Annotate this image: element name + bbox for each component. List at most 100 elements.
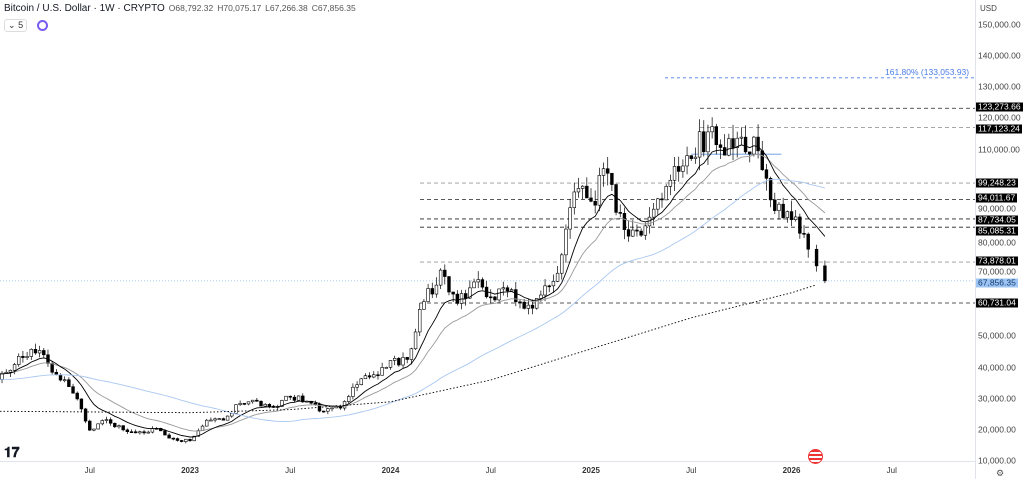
price-axis-label: 20,000.00 — [978, 424, 1016, 435]
candle — [246, 401, 251, 405]
candle — [489, 296, 493, 299]
time-axis-label: Jul — [886, 466, 897, 475]
candle — [518, 301, 522, 304]
candle — [476, 279, 480, 283]
tradingview-logo[interactable]: 𝟏𝟕 — [4, 444, 20, 460]
candle — [321, 410, 326, 413]
chevron-down-icon: ⌄ — [8, 20, 16, 30]
currency-label: USD — [980, 4, 997, 13]
candle — [79, 398, 84, 410]
candle — [656, 198, 660, 210]
time-axis-label: 2024 — [381, 466, 400, 475]
candle — [718, 144, 723, 148]
candle — [125, 429, 130, 432]
candle — [83, 408, 88, 422]
symbol-title[interactable]: Bitcoin / U.S. Dollar · 1W · CRYPTO — [4, 3, 165, 14]
candle — [802, 232, 806, 235]
candle — [547, 285, 551, 288]
time-axis[interactable] — [0, 461, 975, 480]
ohlc-close: C67,856.35 — [311, 3, 356, 13]
candle — [263, 404, 267, 407]
candle — [777, 203, 781, 211]
candle — [401, 357, 405, 366]
price-axis-label: 10,000.00 — [978, 455, 1016, 466]
candle — [631, 229, 635, 237]
candle — [585, 185, 589, 199]
candle — [163, 430, 167, 436]
candle — [505, 287, 510, 292]
price-axis-label: 70,000.00 — [978, 266, 1016, 277]
candle — [230, 413, 234, 417]
candle — [355, 384, 359, 388]
candle — [668, 179, 673, 187]
candle — [347, 396, 351, 402]
candle — [50, 363, 54, 373]
candle — [359, 378, 363, 386]
candle — [622, 212, 627, 230]
price-axis-label: 80,000.00 — [978, 237, 1016, 248]
level-price-tag[interactable]: 123,273.66 — [976, 101, 1023, 112]
candle — [67, 379, 71, 387]
candle — [113, 422, 117, 428]
candle — [710, 126, 714, 133]
candle — [179, 440, 184, 442]
candle — [626, 229, 631, 237]
level-price-tag[interactable]: 73,878.01 — [976, 255, 1018, 266]
level-price-tag[interactable]: 99,248.23 — [976, 177, 1018, 188]
candle — [756, 136, 760, 152]
candle — [760, 150, 764, 171]
candle — [727, 138, 731, 156]
candle — [697, 131, 702, 158]
candle — [250, 399, 255, 403]
price-chart[interactable] — [0, 0, 975, 461]
candle — [171, 437, 175, 440]
candle — [735, 137, 739, 148]
candle — [702, 131, 706, 153]
candle — [543, 285, 547, 296]
candle — [493, 296, 497, 301]
candle — [376, 374, 380, 377]
candle — [397, 358, 401, 366]
candle — [37, 350, 42, 354]
candle — [606, 168, 610, 174]
level-price-tag[interactable]: 117,123.24 — [976, 123, 1022, 134]
candle — [175, 438, 180, 441]
price-axis-label: 110,000.00 — [978, 144, 1020, 155]
time-axis-label: 2025 — [582, 466, 600, 475]
level-price-tag[interactable]: 60,731.04 — [976, 297, 1018, 308]
candle — [589, 197, 593, 202]
price-axis-label: 150,000.00 — [978, 19, 1021, 30]
candle — [108, 419, 113, 424]
level-price-tag[interactable]: 85,085.31 — [976, 225, 1018, 236]
candle — [133, 431, 138, 434]
candle — [643, 225, 648, 236]
candle — [12, 364, 17, 371]
level-price-tag[interactable]: 94,011.67 — [976, 192, 1018, 203]
price-axis[interactable] — [975, 0, 1023, 479]
candle — [438, 269, 443, 286]
indicator-count-button[interactable]: ⌄ 5 — [4, 19, 28, 32]
indicators-toggle[interactable]: ⌄ 5 — [4, 19, 49, 32]
candle — [426, 288, 430, 302]
price-axis-label: 140,000.00 — [978, 50, 1021, 61]
candle — [781, 203, 785, 218]
candle — [560, 254, 564, 274]
candle — [660, 198, 664, 201]
candle — [451, 291, 455, 295]
candle — [468, 287, 472, 299]
price-axis-label: 130,000.00 — [978, 81, 1021, 92]
us-flag-event-icon[interactable] — [808, 449, 823, 464]
candle — [785, 211, 790, 218]
candle — [409, 348, 414, 360]
settings-icon[interactable]: ⚙ — [996, 468, 1005, 478]
candle — [422, 301, 426, 310]
candle — [681, 165, 685, 172]
candle — [447, 276, 451, 293]
level-price-tag[interactable]: 87,734.05 — [976, 214, 1018, 225]
candle — [167, 434, 171, 439]
candle — [313, 402, 318, 405]
candle — [418, 309, 422, 333]
candle — [351, 386, 355, 397]
candle — [209, 419, 213, 422]
candle — [367, 375, 372, 378]
